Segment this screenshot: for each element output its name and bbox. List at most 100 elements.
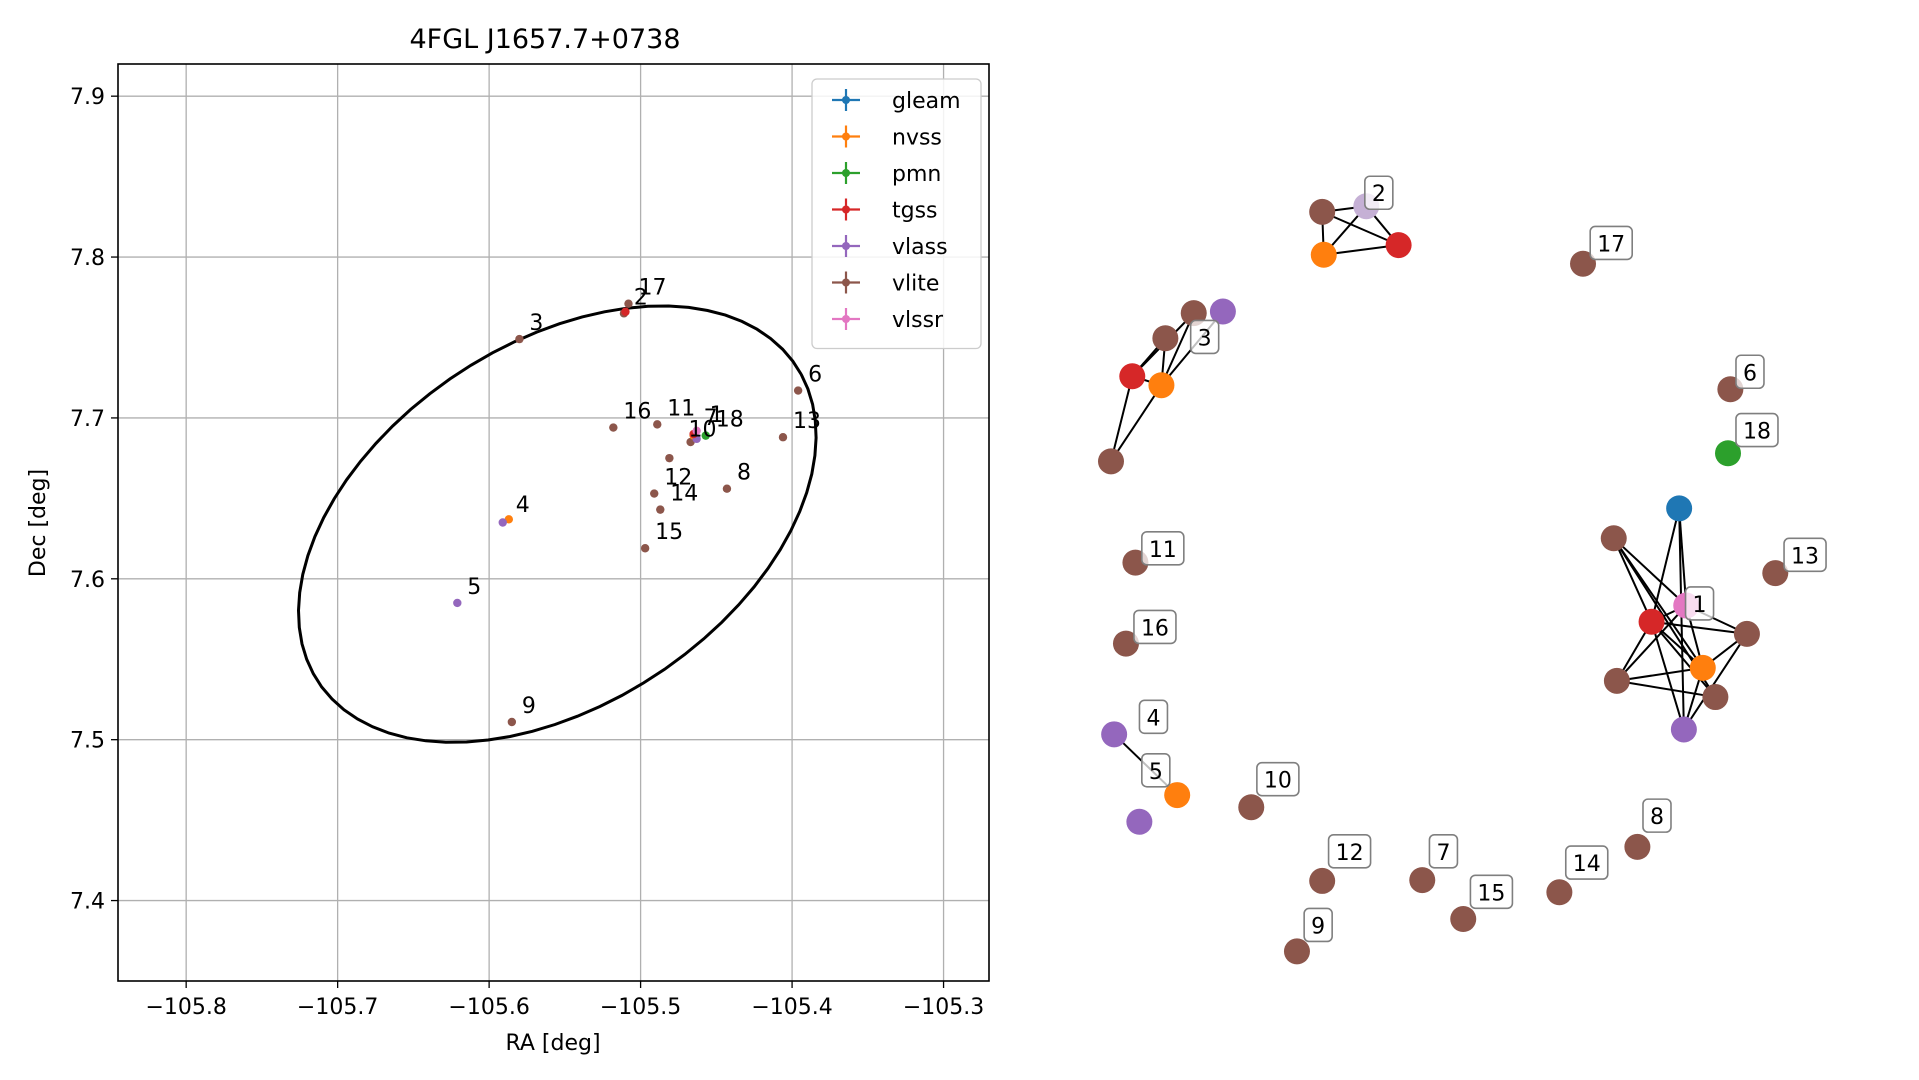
network-node	[1666, 495, 1693, 522]
network-node-label: 3	[1189, 319, 1220, 355]
network-node	[1112, 630, 1139, 657]
network-label-text: 7	[1436, 841, 1450, 866]
network-node	[1689, 654, 1716, 681]
network-node-label: 16	[1133, 609, 1177, 645]
network-edge	[1650, 621, 1685, 730]
y-tick-label: 7.7	[70, 407, 105, 432]
x-tick-label: −105.5	[600, 995, 681, 1020]
network-edge	[1650, 621, 1717, 698]
scatter-point-vlite	[778, 433, 788, 442]
point-label: 1	[710, 403, 724, 428]
network-label-box	[1141, 531, 1185, 566]
point-label: 16	[623, 400, 651, 425]
network-node	[1152, 325, 1179, 352]
network-node	[1164, 782, 1191, 809]
network-label-text: 10	[1264, 769, 1292, 794]
error-ellipse	[296, 304, 818, 744]
legend-label-nvss: nvss	[892, 126, 942, 151]
scatter-point-vlass	[498, 518, 507, 527]
legend-label-vlass: vlass	[892, 235, 948, 260]
network-node-label: 12	[1327, 833, 1372, 869]
point-label: 14	[670, 482, 698, 507]
x-tick-label: −105.6	[448, 995, 529, 1020]
network-edge	[1616, 666, 1703, 682]
network-label-text: 5	[1149, 760, 1163, 785]
scatter-point-vlite	[665, 453, 674, 463]
scatter-point-vlite	[722, 484, 732, 493]
point-label: 15	[655, 520, 683, 545]
x-tick-label: −105.8	[145, 995, 226, 1020]
network-node	[1309, 867, 1336, 894]
network-node-label: 7	[1428, 833, 1459, 869]
network-node	[1126, 808, 1153, 835]
network-node	[1409, 867, 1436, 894]
scatter-point-tgss	[621, 307, 630, 316]
scatter-point-vlite	[653, 420, 662, 429]
scatter-point-vlite	[515, 334, 524, 344]
network-node-label: 2	[1364, 175, 1394, 211]
network-node	[1101, 721, 1128, 748]
network-node	[1570, 250, 1597, 277]
network-node	[1119, 363, 1146, 390]
scatter-point-vlass	[453, 598, 462, 608]
network-node	[1702, 684, 1729, 711]
x-tick-label: −105.4	[751, 995, 832, 1020]
network-label-text: 17	[1597, 232, 1625, 257]
network-nodes-layer	[1098, 193, 1789, 965]
legend-dot-vlite	[842, 278, 850, 287]
point-label: 18	[716, 408, 744, 433]
scatter-point-vlite	[793, 386, 803, 395]
network-label-text: 9	[1311, 914, 1325, 939]
network-label-text: 11	[1149, 538, 1177, 563]
network-node	[1098, 448, 1124, 475]
scatter-point-vlite	[656, 505, 665, 514]
axes-frame	[117, 63, 990, 982]
legend-dot-nvss	[842, 132, 850, 141]
legend-label-vlite: vlite	[892, 272, 939, 297]
network-node	[1603, 667, 1630, 694]
network-node-label: 10	[1256, 761, 1300, 797]
point-label: 9	[522, 694, 536, 719]
network-node	[1600, 525, 1627, 552]
point-label: 3	[529, 311, 543, 336]
scatter-point-vlite	[650, 489, 659, 498]
network-node	[1385, 232, 1412, 259]
point-label: 5	[467, 575, 481, 600]
network-node-label: 13	[1783, 537, 1827, 573]
legend-label-vlssr: vlssr	[892, 308, 944, 333]
y-tick-label: 7.8	[70, 246, 105, 271]
network-edge	[1160, 312, 1195, 386]
legend-label-tgss: tgss	[892, 199, 938, 224]
network-label-box	[1735, 354, 1765, 390]
network-label-box	[1642, 798, 1672, 833]
legend: gleam nvss pmn tgss vlass vlite vlssr	[811, 78, 982, 350]
network-label-box	[1189, 319, 1220, 355]
point-label: 12	[664, 466, 692, 491]
point-label: 6	[808, 363, 822, 388]
network-node	[1148, 372, 1175, 399]
network-label-text: 1	[1693, 593, 1707, 618]
network-label-text: 16	[1141, 616, 1169, 641]
network-label-text: 15	[1477, 881, 1505, 906]
network-node-label: 6	[1735, 354, 1765, 390]
network-node	[1310, 241, 1337, 268]
network-node-label: 18	[1735, 412, 1779, 448]
network-label-text: 3	[1198, 326, 1212, 351]
network-node	[1733, 620, 1760, 647]
legend-label-gleam: gleam	[892, 89, 961, 114]
legend-dot-gleam	[842, 96, 850, 104]
network-label-box	[1783, 537, 1827, 573]
network-node	[1450, 906, 1477, 932]
network-label-box	[1564, 845, 1609, 880]
network-node	[1283, 938, 1310, 965]
x-tick-label: −105.7	[297, 995, 378, 1020]
network-node	[1309, 198, 1336, 225]
network-label-text: 14	[1573, 852, 1601, 877]
network-node-label: 5	[1141, 752, 1171, 788]
y-tick-label: 7.6	[70, 568, 105, 593]
points-layer	[453, 299, 803, 727]
network-label-box	[1589, 225, 1633, 261]
